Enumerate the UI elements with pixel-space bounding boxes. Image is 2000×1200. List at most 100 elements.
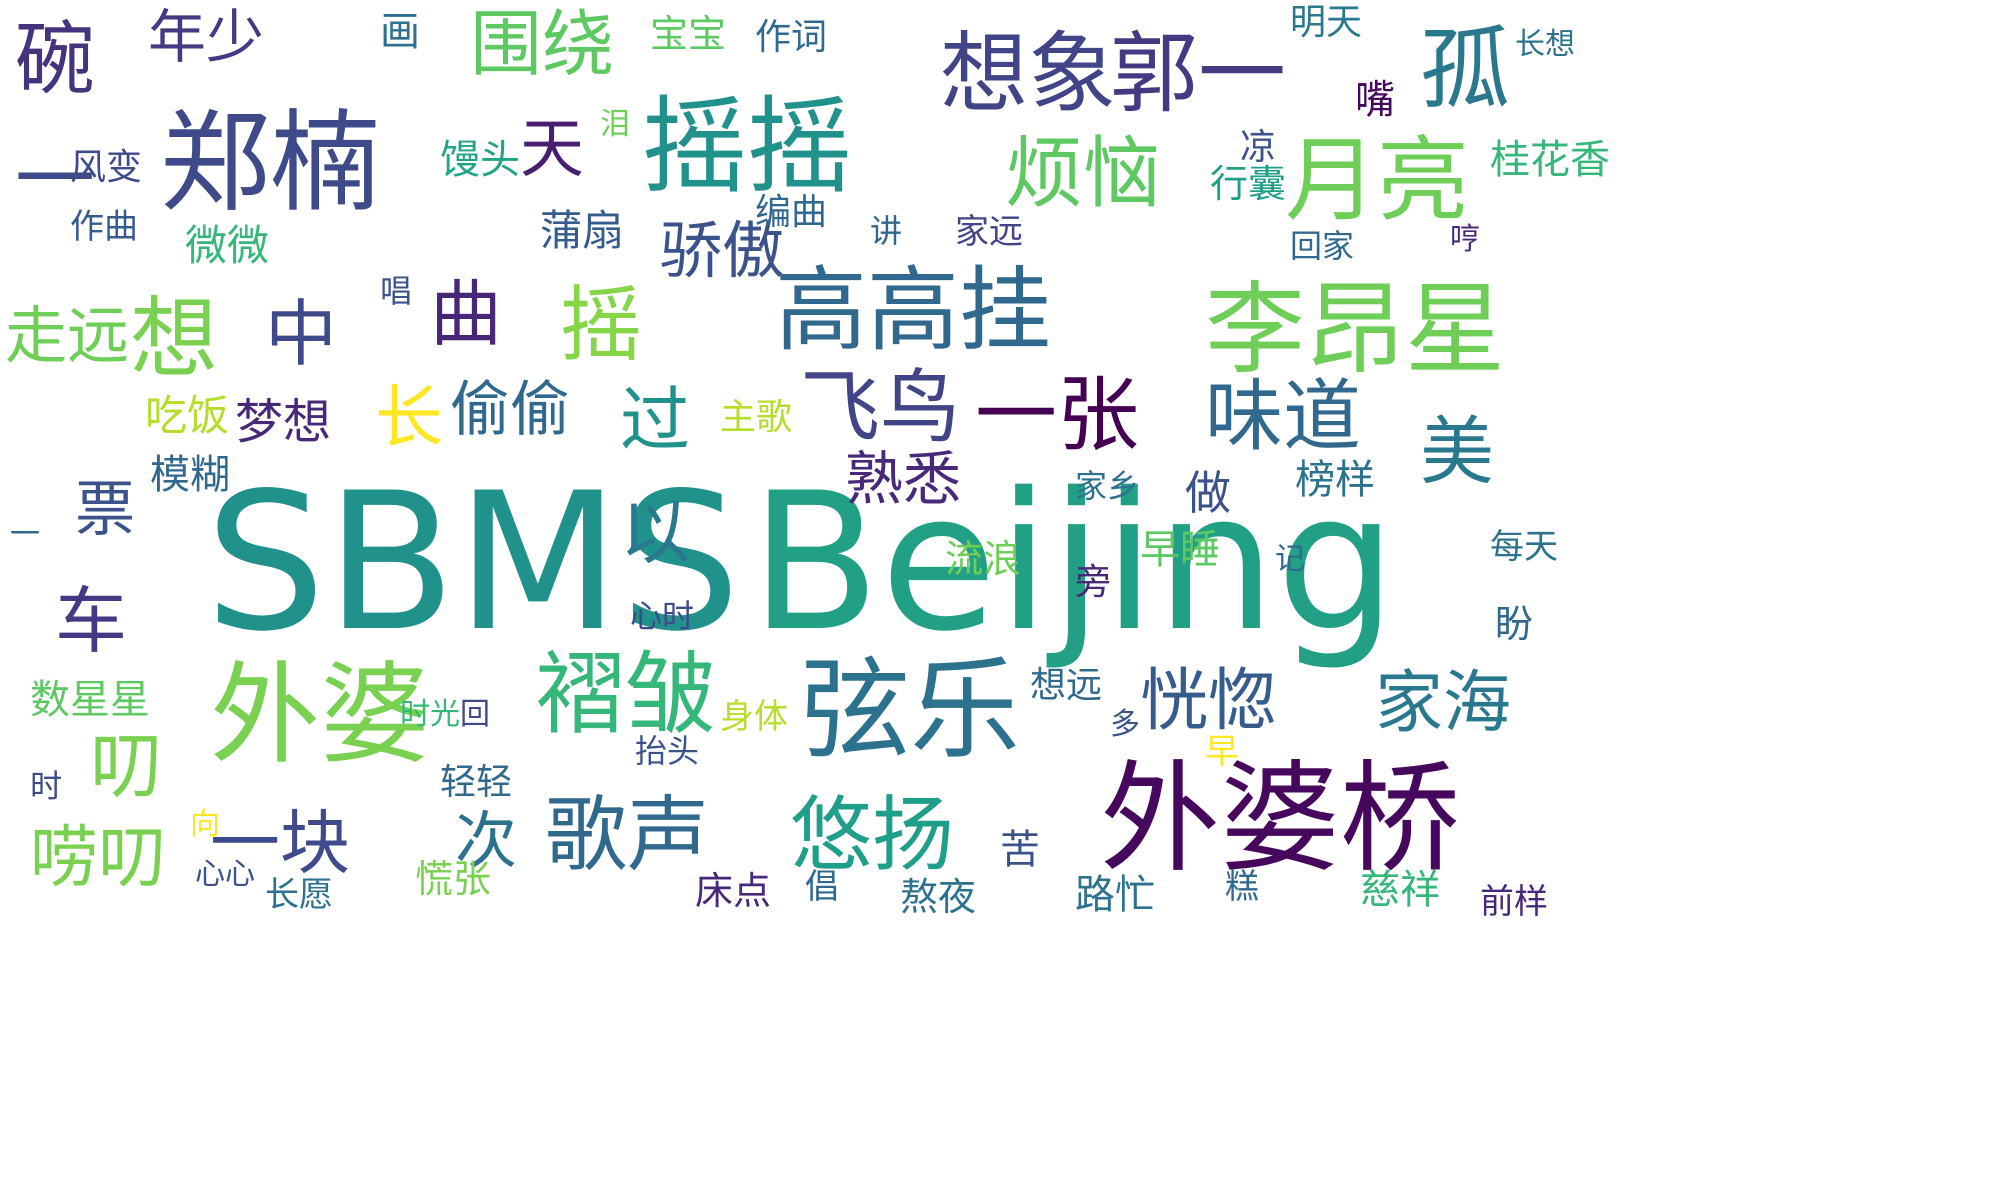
cloud-word: 车	[55, 579, 128, 663]
cloud-word: 回	[460, 697, 490, 732]
cloud-word: 票	[75, 475, 135, 545]
cloud-word: 心心	[195, 857, 255, 892]
cloud-word: 记	[1275, 542, 1305, 577]
cloud-word: 心时	[630, 597, 695, 635]
cloud-word: 旁	[1075, 562, 1112, 603]
cloud-word: 想远	[1030, 665, 1103, 706]
cloud-word: 倡	[805, 867, 839, 907]
cloud-word: 以	[620, 492, 690, 574]
cloud-word: 熬夜	[900, 875, 977, 919]
cloud-word: 烦恼	[1005, 129, 1162, 219]
cloud-word: 早睡	[1140, 527, 1220, 573]
cloud-word: 曲	[430, 272, 503, 356]
cloud-word: 飞鸟	[800, 361, 960, 454]
cloud-word: 家乡	[1075, 467, 1140, 505]
cloud-word: 主歌	[720, 397, 793, 438]
cloud-word: 作曲	[70, 207, 138, 247]
cloud-word: 月亮	[1285, 127, 1470, 234]
cloud-word: 床点	[695, 869, 772, 913]
cloud-word: 恍惚	[1140, 662, 1277, 741]
cloud-word: 慌张	[415, 857, 492, 901]
cloud-word: 行囊	[1210, 162, 1287, 206]
cloud-word: 褶皱	[535, 642, 715, 747]
cloud-word: 高高挂	[775, 257, 1052, 364]
cloud-word: 孤	[1420, 17, 1510, 122]
cloud-word: SBMS	[205, 452, 741, 673]
cloud-word: 长愿	[265, 875, 333, 915]
cloud-word: 向	[190, 807, 220, 842]
cloud-word: 摇	[560, 278, 643, 373]
cloud-word: 风变	[70, 147, 143, 188]
cloud-word: 长想	[1515, 27, 1575, 62]
cloud-word: 哼	[1450, 222, 1480, 257]
cloud-word: 吃饭	[145, 391, 230, 440]
cloud-word: 李昂星	[1205, 271, 1505, 388]
cloud-word: Beijing	[750, 452, 1397, 673]
cloud-word: 中	[265, 292, 338, 376]
cloud-word: 抬头	[635, 732, 700, 770]
cloud-word: 外婆	[210, 651, 430, 779]
cloud-word: 盼	[1495, 602, 1534, 646]
cloud-word: 想象	[940, 22, 1117, 125]
cloud-word: 偷偷	[450, 375, 570, 445]
cloud-word: 编曲	[755, 192, 828, 233]
cloud-word: 骄傲	[660, 214, 785, 287]
cloud-word: 早	[1205, 732, 1239, 772]
cloud-word: 做	[1185, 466, 1231, 520]
cloud-word: 轻轻	[440, 762, 513, 803]
cloud-word: 时光	[400, 697, 460, 732]
cloud-word: 家远	[955, 212, 1023, 252]
cloud-word: 梦想	[235, 394, 332, 450]
cloud-word: 讲	[870, 212, 903, 250]
cloud-word: 苦	[1000, 827, 1040, 873]
cloud-word: 唠叨	[30, 819, 167, 898]
cloud-word: 糕	[1225, 867, 1259, 907]
cloud-word: 郭一	[1110, 22, 1287, 125]
cloud-word: 唱	[380, 272, 413, 310]
cloud-word: 长	[375, 379, 444, 458]
cloud-word: 多	[1110, 707, 1140, 742]
cloud-word: 宝宝	[650, 12, 727, 56]
cloud-word: 馒头	[440, 137, 520, 183]
cloud-word: 一	[15, 133, 95, 226]
cloud-word: 嘴	[1355, 77, 1395, 123]
cloud-word: 歌声	[545, 788, 710, 883]
cloud-word: 榜样	[1295, 457, 1375, 503]
cloud-word: 身体	[720, 697, 788, 737]
cloud-word: 走远	[5, 299, 130, 372]
cloud-word: 家海	[1375, 664, 1512, 743]
cloud-word: 凉	[1240, 127, 1277, 168]
cloud-word: 流浪	[945, 537, 1022, 581]
cloud-word: 想	[130, 287, 219, 390]
cloud-word: 弦乐	[800, 646, 1020, 774]
cloud-word: 次	[455, 804, 518, 877]
cloud-word: 前样	[1480, 882, 1548, 922]
cloud-word: 回家	[1290, 227, 1355, 265]
cloud-word: 微微	[185, 221, 270, 270]
cloud-word: 每天	[1490, 527, 1558, 567]
cloud-word: 美	[1420, 409, 1494, 495]
cloud-word: 天	[520, 113, 584, 187]
cloud-word: 时	[30, 767, 63, 805]
cloud-word: 过	[620, 379, 690, 461]
cloud-word: 桂花香	[1490, 137, 1610, 183]
cloud-word: 泪	[600, 107, 630, 142]
cloud-word: 悠扬	[790, 788, 955, 883]
cloud-word: 外婆桥	[1100, 750, 1460, 889]
cloud-word: 画	[380, 9, 420, 55]
cloud-word: 一	[10, 517, 40, 552]
cloud-word: 模糊	[150, 452, 230, 498]
cloud-word: 味道	[1205, 372, 1362, 462]
cloud-word: 路忙	[1075, 872, 1155, 918]
cloud-word: 郑楠	[160, 99, 380, 227]
cloud-word: 碗	[15, 13, 95, 106]
cloud-word: 围绕	[470, 2, 615, 86]
cloud-word: 数星星	[30, 677, 150, 723]
cloud-word: 摇摇	[642, 86, 853, 208]
cloud-word: 一张	[975, 368, 1140, 463]
cloud-word: 蒲扇	[540, 206, 625, 255]
cloud-word: 慈祥	[1360, 867, 1440, 913]
cloud-word: 明天	[1290, 2, 1363, 43]
cloud-word: 作词	[755, 17, 828, 58]
